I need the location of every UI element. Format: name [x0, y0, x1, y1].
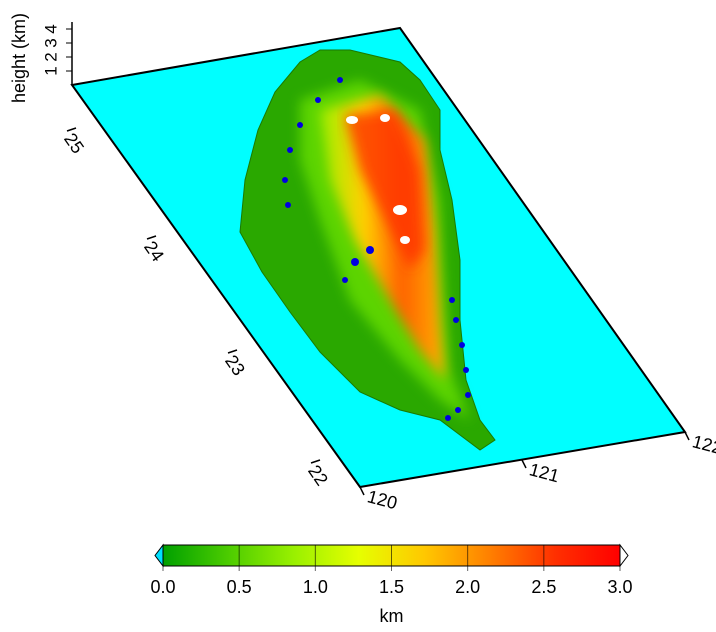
longitude-tick: [521, 459, 527, 469]
height-tick-label: 3: [41, 38, 60, 47]
colorbar-tick-label: 2.0: [455, 577, 480, 597]
height-tick-label: 1: [41, 66, 60, 75]
height-axis-label: height (km): [9, 13, 29, 103]
longitude-tick: [359, 486, 365, 496]
longitude-tick-label: 121: [527, 459, 561, 486]
colorbar-under: [154, 543, 164, 568]
latitude-tick-label: 23: [221, 351, 249, 379]
colorbar-tick-label: 0.0: [150, 577, 175, 597]
stations: [282, 77, 471, 421]
colorbar-label: km: [380, 606, 404, 626]
height-tick-label: 2: [41, 52, 60, 61]
longitude-tick-label: 122: [690, 431, 716, 458]
colorbar-over: [619, 543, 629, 568]
colorbar-tick-label: 2.5: [531, 577, 556, 597]
colorbar-tick-label: 3.0: [607, 577, 632, 597]
height-tick-label: 4: [41, 24, 60, 33]
longitude-tick-label: 120: [365, 486, 399, 513]
latitude-tick-label: 25: [60, 129, 88, 157]
colorbar-tick-label: 0.5: [227, 577, 252, 597]
colorbar-tick-label: 1.5: [379, 577, 404, 597]
latitude-tick: [227, 349, 238, 354]
latitude-tick: [66, 127, 77, 132]
latitude-tick-label: 22: [304, 461, 332, 489]
latitude-tick: [310, 459, 321, 464]
high-ridge: [345, 110, 425, 270]
colorbar-tick-label: 1.0: [303, 577, 328, 597]
latitude-tick: [146, 235, 157, 240]
latitude-tick-label: 24: [140, 237, 168, 265]
longitude-tick: [684, 431, 690, 441]
peaks: [346, 114, 410, 244]
